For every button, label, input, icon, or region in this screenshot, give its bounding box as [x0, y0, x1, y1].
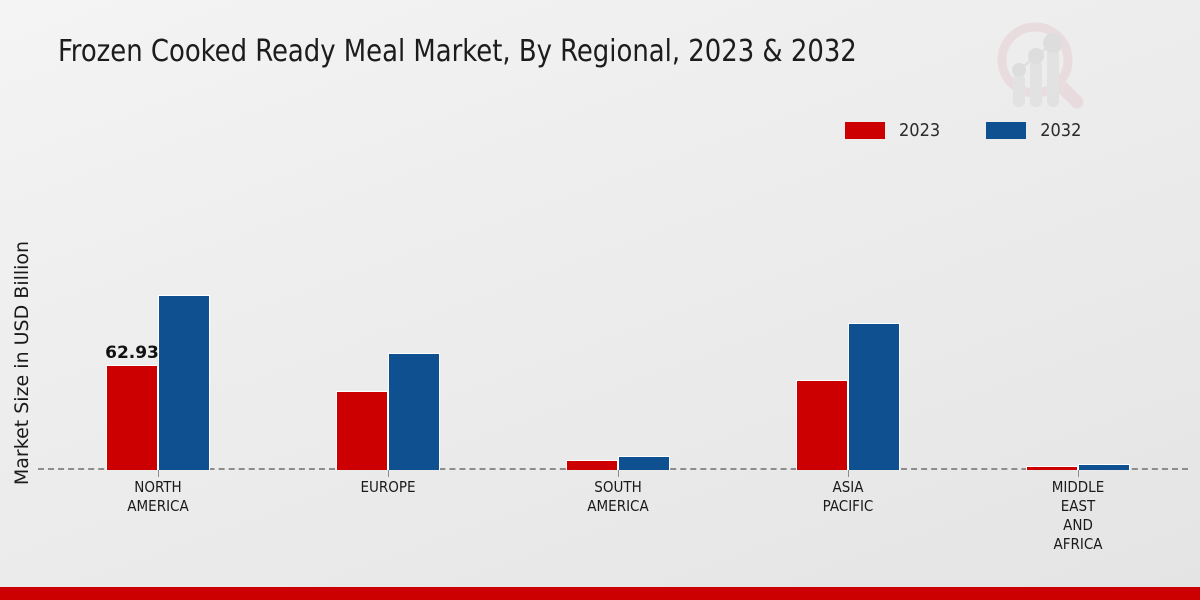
plot-area: 62.93 — [38, 160, 1188, 477]
chart-legend: 2023 2032 — [845, 120, 1081, 141]
bar-2023-asia-pacific[interactable] — [796, 380, 848, 470]
cat-line: ASIA — [832, 478, 864, 496]
legend-swatch-2023 — [845, 122, 885, 139]
bars-asia-pacific — [796, 160, 900, 470]
x-axis-label-north-america: NORTH AMERICA — [68, 478, 248, 516]
company-watermark-logo — [985, 12, 1095, 117]
legend-item-2023[interactable]: 2023 — [845, 120, 940, 141]
x-axis-tick-asia-pacific — [848, 470, 849, 477]
bars-middle-east-africa — [1026, 160, 1130, 470]
cat-line: AMERICA — [587, 497, 649, 515]
cat-line: AMERICA — [127, 497, 189, 515]
legend-label-2032: 2032 — [1040, 120, 1082, 141]
x-axis-tick-south-america — [618, 470, 619, 477]
cat-line: AFRICA — [1053, 535, 1103, 553]
x-axis-label-middle-east-africa: MIDDLE EAST AND AFRICA — [988, 478, 1168, 554]
y-axis-title: Market Size in USD Billion — [11, 240, 33, 486]
bar-value-label-north-america-2023: 62.93 — [105, 343, 159, 363]
cat-line: EAST — [1060, 497, 1096, 515]
bar-2032-europe[interactable] — [388, 353, 440, 470]
cat-line: SOUTH — [594, 478, 642, 496]
legend-item-2032[interactable]: 2032 — [986, 120, 1081, 141]
page-title: Frozen Cooked Ready Meal Market, By Regi… — [58, 34, 857, 69]
footer-accent-bar — [0, 587, 1200, 600]
bar-2032-south-america[interactable] — [618, 456, 670, 470]
cat-line: MIDDLE — [1051, 478, 1105, 496]
bars-south-america — [566, 160, 670, 470]
x-axis-label-europe: EUROPE — [298, 478, 478, 497]
bar-2023-middle-east-africa[interactable] — [1026, 466, 1078, 470]
x-axis-tick-north-america — [158, 470, 159, 477]
legend-label-2023: 2023 — [899, 120, 941, 141]
cat-line: PACIFIC — [822, 497, 874, 515]
bar-2023-north-america[interactable]: 62.93 — [105, 343, 159, 470]
x-axis-label-south-america: SOUTH AMERICA — [528, 478, 708, 516]
cat-line: NORTH — [134, 478, 182, 496]
x-axis-label-asia-pacific: ASIA PACIFIC — [758, 478, 938, 516]
bar-2023-europe[interactable] — [336, 391, 388, 470]
bar-2023-south-america[interactable] — [566, 460, 618, 470]
bar-2032-asia-pacific[interactable] — [848, 323, 900, 470]
bars-north-america: 62.93 — [105, 160, 210, 470]
cat-line: EUROPE — [360, 478, 416, 496]
cat-line: AND — [1063, 516, 1093, 534]
bar-2032-middle-east-africa[interactable] — [1078, 464, 1130, 470]
bars-europe — [336, 160, 440, 470]
legend-swatch-2032 — [986, 122, 1027, 139]
x-axis-tick-middle-east-africa — [1078, 470, 1079, 477]
bar-2032-north-america[interactable] — [158, 295, 210, 470]
x-axis-tick-europe — [388, 470, 389, 477]
